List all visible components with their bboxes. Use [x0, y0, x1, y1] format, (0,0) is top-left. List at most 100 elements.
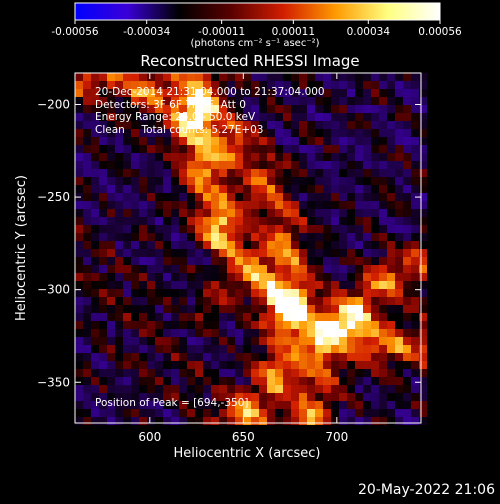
- heatmap-cell: [315, 185, 323, 193]
- colorbar-unit-label: (photons cm⁻² s⁻¹ asec⁻²): [190, 38, 320, 49]
- heatmap-cell: [123, 305, 131, 313]
- heatmap-cell: [419, 257, 427, 265]
- heatmap-cell: [75, 257, 83, 265]
- heatmap-cell: [291, 97, 299, 105]
- heatmap-cell: [379, 177, 387, 185]
- heatmap-cell: [75, 393, 83, 401]
- heatmap-cell: [371, 137, 379, 145]
- heatmap-cell: [155, 193, 163, 201]
- heatmap-cell: [355, 137, 363, 145]
- heatmap-cell: [371, 345, 379, 353]
- heatmap-cell: [83, 217, 91, 225]
- heatmap-cell: [163, 329, 171, 337]
- heatmap-cell: [371, 113, 379, 121]
- heatmap-cell: [307, 273, 315, 281]
- heatmap-cell: [259, 377, 267, 385]
- heatmap-cell: [395, 169, 403, 177]
- heatmap-cell: [171, 297, 179, 305]
- heatmap-cell: [323, 329, 331, 337]
- heatmap-cell: [299, 97, 307, 105]
- heatmap-cell: [363, 321, 371, 329]
- heatmap-cell: [203, 393, 211, 401]
- heatmap-cell: [371, 273, 379, 281]
- heatmap-cell: [227, 233, 235, 241]
- heatmap-cell: [195, 273, 203, 281]
- axis-ticks: 600 650 700−200−250−300−350: [37, 73, 421, 444]
- heatmap-cell: [75, 169, 83, 177]
- colorbar-ticks: -0.00056 -0.00034 -0.00011 0.00011 0.00034 0.…: [51, 20, 462, 38]
- heatmap-cell: [203, 305, 211, 313]
- heatmap-cell: [155, 209, 163, 217]
- heatmap-cell: [291, 417, 299, 425]
- heatmap-cell: [195, 353, 203, 361]
- heatmap-cell: [355, 73, 363, 81]
- heatmap-cell: [75, 97, 83, 105]
- heatmap-cell: [363, 89, 371, 97]
- heatmap-cell: [219, 249, 227, 257]
- heatmap-cell: [235, 337, 243, 345]
- heatmap-cell: [419, 137, 427, 145]
- heatmap-cell: [315, 89, 323, 97]
- heatmap-cell: [291, 409, 299, 417]
- heatmap-cell: [283, 273, 291, 281]
- colorbar: [74, 2, 441, 21]
- heatmap-cell: [219, 297, 227, 305]
- heatmap-cell: [171, 193, 179, 201]
- heatmap-cell: [307, 169, 315, 177]
- heatmap-cell: [115, 249, 123, 257]
- heatmap-cell: [171, 417, 179, 425]
- heatmap-cell: [419, 385, 427, 393]
- colorbar-gradient: [74, 2, 441, 21]
- heatmap-cell: [139, 249, 147, 257]
- heatmap-cell: [315, 169, 323, 177]
- heatmap-cell: [235, 145, 243, 153]
- heatmap-cell: [315, 249, 323, 257]
- heatmap-cell: [243, 289, 251, 297]
- heatmap-cell: [219, 129, 227, 137]
- heatmap-cell: [387, 241, 395, 249]
- heatmap-cell: [75, 409, 83, 417]
- heatmap-cell: [91, 81, 99, 89]
- heatmap-cell: [291, 377, 299, 385]
- heatmap-cell: [347, 105, 355, 113]
- heatmap-cell: [195, 225, 203, 233]
- heatmap-cell: [411, 201, 419, 209]
- heatmap-cell: [179, 369, 187, 377]
- heatmap-cell: [419, 289, 427, 297]
- heatmap-cell: [387, 217, 395, 225]
- heatmap-cell: [275, 97, 283, 105]
- heatmap-cell: [251, 105, 259, 113]
- heatmap-cell: [171, 225, 179, 233]
- heatmap-cell: [419, 105, 427, 113]
- heatmap-cell: [347, 193, 355, 201]
- heatmap-cell: [155, 233, 163, 241]
- heatmap-cell: [275, 121, 283, 129]
- heatmap-cell: [387, 289, 395, 297]
- heatmap-cell: [283, 89, 291, 97]
- heatmap-cell: [355, 129, 363, 137]
- heatmap-cell: [227, 185, 235, 193]
- heatmap-cell: [107, 145, 115, 153]
- heatmap-cell: [403, 417, 411, 425]
- heatmap-cell: [259, 153, 267, 161]
- heatmap-cell: [203, 233, 211, 241]
- heatmap-cell: [187, 97, 195, 105]
- heatmap-cell: [419, 305, 427, 313]
- heatmap-cell: [363, 289, 371, 297]
- heatmap-cell: [379, 145, 387, 153]
- heatmap-cell: [411, 417, 419, 425]
- heatmap-cell: [339, 409, 347, 417]
- heatmap-cell: [339, 225, 347, 233]
- heatmap-cell: [211, 209, 219, 217]
- heatmap-cell: [283, 265, 291, 273]
- heatmap-cell: [99, 361, 107, 369]
- heatmap-cell: [363, 249, 371, 257]
- heatmap-cell: [211, 417, 219, 425]
- heatmap-cell: [363, 161, 371, 169]
- heatmap-cell: [227, 345, 235, 353]
- heatmap-cell: [403, 345, 411, 353]
- heatmap-cell: [219, 225, 227, 233]
- heatmap-cell: [307, 337, 315, 345]
- colorbar-tick-label: -0.00011: [198, 26, 245, 38]
